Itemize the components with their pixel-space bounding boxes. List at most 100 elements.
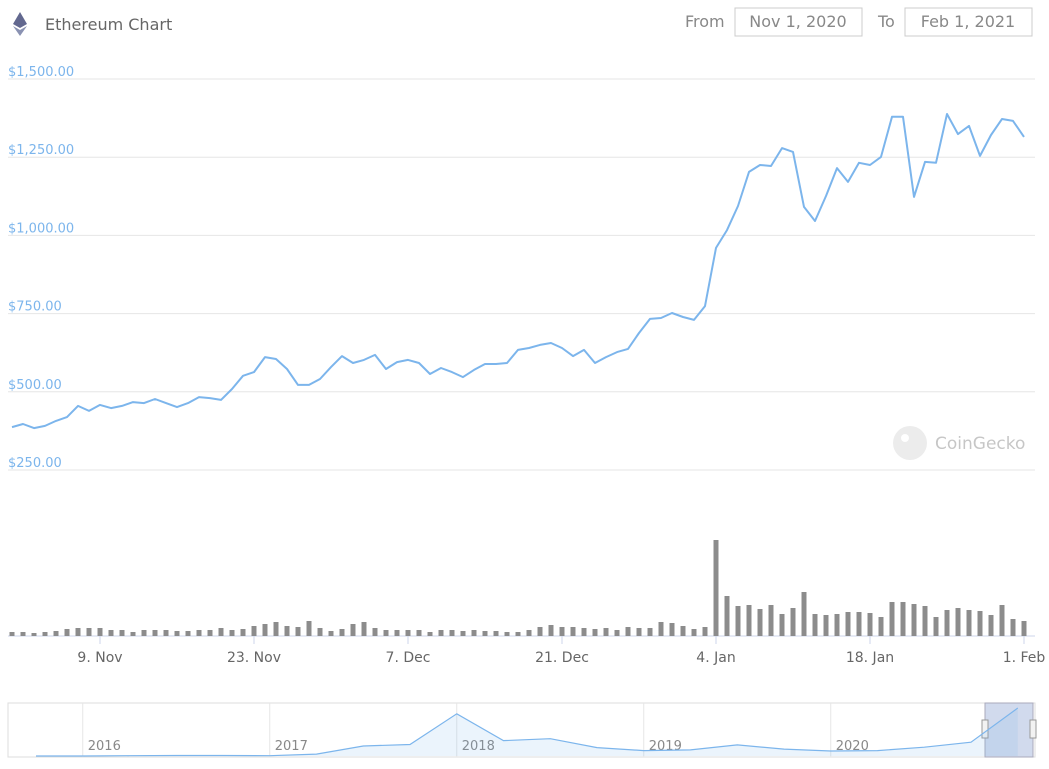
x-tick-label: 4. Jan <box>696 650 735 666</box>
volume-bar <box>86 628 92 636</box>
volume-bar <box>867 613 873 636</box>
price-line <box>11 113 1025 430</box>
volume-bar <box>966 610 972 636</box>
volume-bar <box>163 630 169 636</box>
volume-bar <box>416 630 422 636</box>
from-date[interactable]: Nov 1, 2020 <box>749 12 846 31</box>
volume-bar <box>944 610 950 636</box>
y-tick-label: $250.00 <box>8 456 62 471</box>
volume-bar <box>647 628 653 636</box>
volume-bar <box>383 630 389 636</box>
volume-bar <box>680 626 686 636</box>
volume-bar <box>911 604 917 636</box>
to-date-input[interactable] <box>904 7 1033 37</box>
volume-bar <box>42 632 48 636</box>
navigator-handle[interactable] <box>1029 719 1037 739</box>
volume-bar <box>977 611 983 636</box>
volume-bar <box>97 628 103 636</box>
volume-bar <box>372 628 378 636</box>
watermark: CoinGecko <box>893 426 1025 460</box>
volume-bar <box>724 596 730 636</box>
volume-bar <box>988 615 994 636</box>
volume-bar <box>614 630 620 636</box>
volume-bar <box>559 627 565 636</box>
navigator-label: 2017 <box>275 739 308 754</box>
x-tick-label: 7. Dec <box>386 650 431 666</box>
volume-bar <box>262 624 268 636</box>
volume-bar <box>515 632 521 636</box>
volume-bar <box>20 632 26 636</box>
volume-bar <box>185 631 191 636</box>
volume-bar <box>933 617 939 636</box>
volume-bar <box>592 629 598 636</box>
navigator-label: 2016 <box>88 739 121 754</box>
volume-bar <box>75 628 81 636</box>
volume-bar <box>922 606 928 636</box>
volume-bar <box>449 630 455 636</box>
volume-bar <box>845 612 851 636</box>
y-tick-label: $750.00 <box>8 300 62 315</box>
y-tick-label: $500.00 <box>8 378 62 393</box>
volume-bar <box>119 630 125 636</box>
volume-bar <box>823 615 829 636</box>
volume-bar <box>636 628 642 636</box>
navigator-area <box>36 708 1018 756</box>
volume-bar <box>537 627 543 636</box>
volume-bar <box>735 606 741 636</box>
x-tick-label: 1. Feb <box>1003 650 1046 666</box>
volume-bar <box>141 630 147 636</box>
volume-bar <box>757 609 763 636</box>
volume-bar <box>999 605 1005 636</box>
volume-bar <box>790 608 796 636</box>
from-label: From <box>685 12 725 31</box>
volume-bar <box>427 632 433 636</box>
volume-bar <box>295 627 301 636</box>
volume-bar <box>713 540 719 636</box>
volume-bar <box>878 617 884 636</box>
to-date[interactable]: Feb 1, 2021 <box>921 12 1015 31</box>
volume-bar <box>1010 619 1016 636</box>
volume-bar <box>317 628 323 636</box>
volume-bar <box>328 631 334 636</box>
volume-bar <box>284 626 290 636</box>
volume-bar <box>669 623 675 636</box>
volume-bar <box>152 630 158 636</box>
volume-bar <box>1021 621 1027 636</box>
to-label: To <box>877 12 895 31</box>
volume-bar <box>240 629 246 636</box>
volume-bar <box>229 630 235 636</box>
x-tick-label: 23. Nov <box>227 650 281 666</box>
volume-bar <box>900 602 906 636</box>
volume-bar <box>31 633 37 636</box>
x-tick-label: 21. Dec <box>535 650 589 666</box>
volume-bar <box>625 627 631 636</box>
volume-bar <box>504 632 510 636</box>
volume-bar <box>9 632 15 636</box>
from-date-input[interactable] <box>734 7 863 37</box>
volume-bar <box>339 629 345 636</box>
volume-bar <box>273 622 279 636</box>
navigator-handle[interactable] <box>981 719 989 739</box>
volume-bar <box>581 628 587 636</box>
navigator-label: 2018 <box>462 739 495 754</box>
navigator-line <box>36 707 1019 757</box>
volume-bar <box>251 626 257 636</box>
volume-bar <box>856 612 862 636</box>
x-tick-label: 18. Jan <box>846 650 894 666</box>
volume-bar <box>570 627 576 636</box>
volume-bar <box>955 608 961 636</box>
volume-bar <box>130 632 136 636</box>
navigator-selection[interactable] <box>984 702 1034 758</box>
volume-bar <box>361 622 367 636</box>
volume-bar <box>108 630 114 636</box>
volume-bar <box>350 624 356 636</box>
volume-bar <box>812 614 818 636</box>
volume-bar <box>207 630 213 636</box>
volume-bar <box>889 602 895 636</box>
x-tick-label: 9. Nov <box>77 650 122 666</box>
y-tick-label: $1,500.00 <box>8 65 74 80</box>
volume-bar <box>801 592 807 636</box>
volume-bar <box>53 631 59 636</box>
volume-bar <box>779 614 785 636</box>
